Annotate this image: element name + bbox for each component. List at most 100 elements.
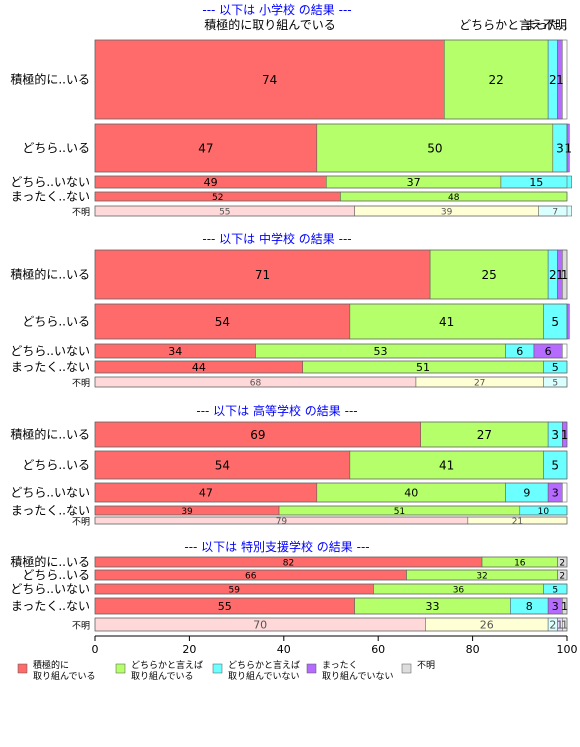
data-label: 39 [181,507,193,517]
data-label: 47 [199,487,213,500]
row-label: どちら..いる [22,568,90,582]
row-label: 不明 [72,517,90,528]
bar-frame [94,450,568,480]
row-label: どちら..いる [22,141,90,155]
legend-label: どちらかと言えば取り組んでいない [228,659,300,682]
bar-frame [94,175,568,189]
bar-segment [94,123,318,173]
data-label: 51 [394,507,405,517]
data-label: 59 [229,585,241,595]
legend-label: 積極的に取り組んでいる [33,659,96,682]
data-label: 6 [516,345,523,358]
legend-swatch [306,663,317,674]
data-label: 48 [448,193,460,203]
x-tick-label: 80 [466,643,480,656]
x-tick-label: 100 [557,643,578,656]
data-label: 25 [481,268,496,282]
row-label: 不明 [72,621,90,632]
data-label: 8 [526,600,533,613]
row-label: どちら..いる [22,458,90,472]
group-title: --- 以下は 特別支援学校 の結果 --- [184,539,369,554]
data-label: 55 [219,207,230,217]
data-label: 3 [552,487,559,500]
row-label: 不明 [72,378,90,389]
row-label: どちら..いない [10,344,90,358]
data-label: 5 [552,361,559,374]
data-label: 3 [556,142,564,156]
data-label: 22 [489,73,504,87]
data-label: 82 [283,558,294,568]
row-label: どちら..いない [10,486,90,500]
legend-label: 不明 [417,660,435,671]
data-label: 68 [250,378,262,388]
data-label: 27 [477,428,492,442]
legend-swatch [17,663,28,674]
data-label: 9 [523,487,530,500]
data-label: 44 [192,361,206,374]
data-label: 32 [476,571,487,581]
data-label: 1 [561,428,569,442]
data-label: 74 [262,73,277,87]
data-label: 54 [215,315,230,329]
data-label: 6 [545,345,552,358]
data-label: 54 [215,459,230,473]
legend-swatch [401,663,412,674]
bar-segment [349,303,544,340]
bar-frame [94,249,568,300]
row-label: どちら..いない [10,175,90,189]
data-label: 15 [529,176,543,189]
x-tick-label: 60 [371,643,385,656]
legend-swatch [212,663,223,674]
data-label: 69 [250,428,265,442]
bar-frame [94,123,568,173]
data-label: 1 [561,600,568,613]
data-label: 27 [474,378,485,388]
data-label: 52 [212,193,223,203]
bar-segment [420,421,549,448]
x-tick-label: 0 [92,643,99,656]
row-label: 不明 [72,207,90,218]
data-label: 66 [245,571,257,581]
bar-segment [94,39,445,120]
bar-segment [566,303,570,340]
group-title: --- 以下は 小学校 の結果 --- [202,2,351,17]
bar-segment [94,249,431,300]
row-label: どちら..いる [22,315,90,329]
data-label: 5 [551,459,559,473]
bar-frame [94,191,568,202]
legend-label-line: 不明 [417,660,435,671]
data-label: 5 [552,585,558,595]
data-label: 1 [556,73,564,87]
bar-frame [94,556,568,568]
data-label: 21 [512,517,523,527]
data-label: 33 [425,600,439,613]
legend-label-line: 積極的に [33,659,69,671]
x-tick-label: 20 [182,643,196,656]
data-label: 2 [549,268,557,282]
data-label: 2 [559,558,565,568]
data-label: 16 [514,558,526,568]
bar-frame [94,39,568,120]
legend-label: どちらかと言えば取り組んでいる [131,659,203,682]
legend-label-line: まったく [322,660,358,671]
data-label: 2 [549,619,556,632]
data-label: 1 [564,142,572,156]
column-header-1: どちらかと言え.. [459,18,551,32]
data-label: 55 [218,600,232,613]
bar-frame [94,617,568,632]
bar-frame [94,376,568,388]
column-header-2: まった.. [524,18,567,32]
bar-segment [429,249,549,300]
group-title: --- 以下は 高等学校 の結果 --- [196,403,357,418]
data-label: 51 [416,361,430,374]
bar-frame [94,303,568,340]
bar-frame [94,516,568,525]
data-label: 50 [427,142,442,156]
data-label: 36 [453,585,465,595]
column-header-0: 積極的に取り組んでいる [204,17,335,32]
row-label: 積極的に..いる [10,554,90,569]
bar-frame [94,360,568,374]
data-label: 49 [204,176,218,189]
bar-frame [94,482,568,503]
data-label: 5 [552,378,558,388]
